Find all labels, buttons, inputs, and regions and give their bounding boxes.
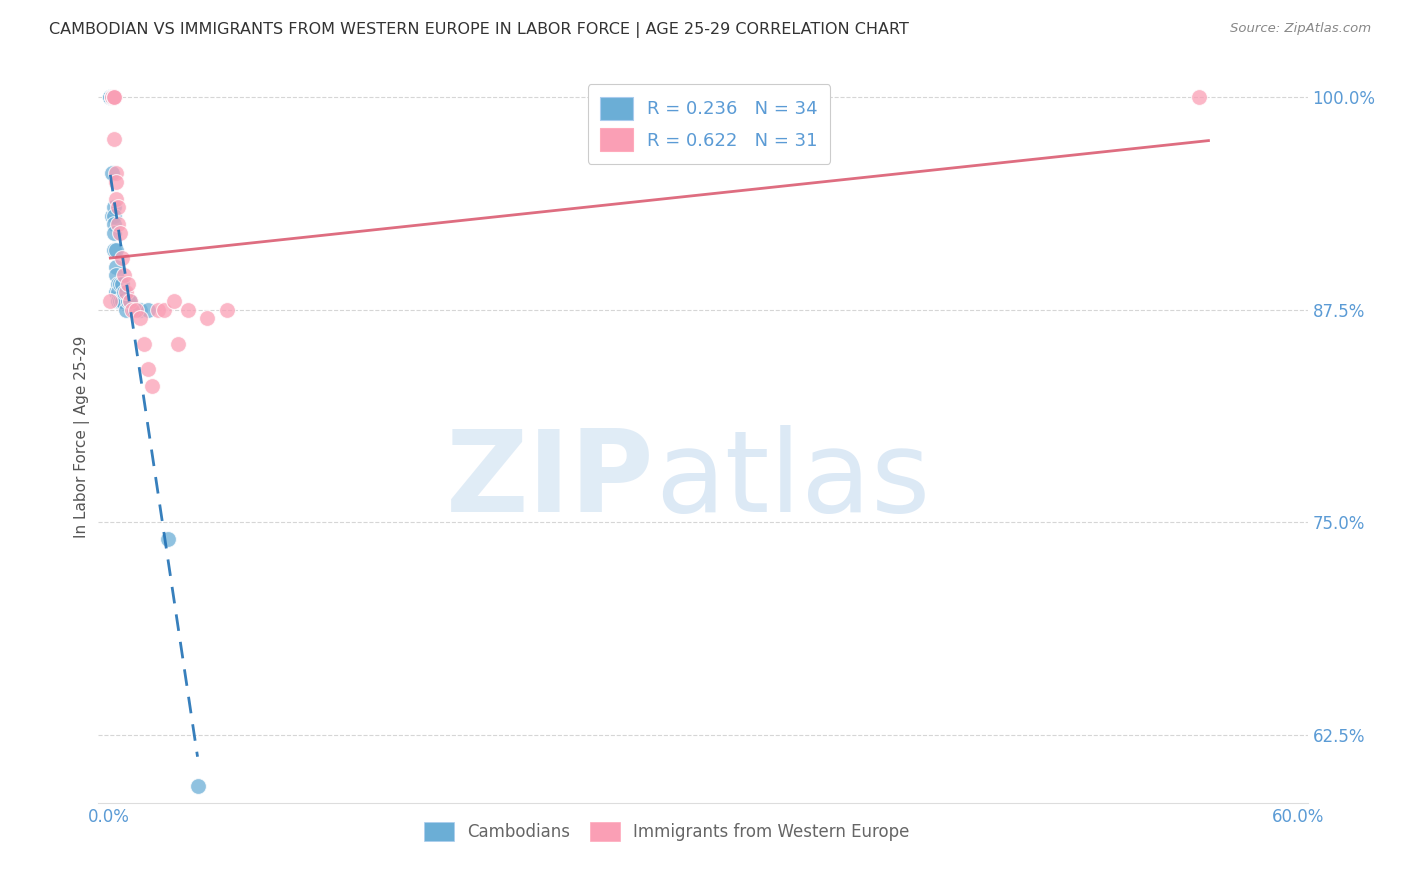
Point bbox=[146, 302, 169, 317]
Text: ZIP: ZIP bbox=[446, 425, 655, 536]
Point bbox=[111, 277, 134, 291]
Point bbox=[217, 302, 239, 317]
Point bbox=[117, 293, 139, 308]
Point bbox=[120, 293, 142, 308]
Point bbox=[103, 226, 125, 240]
Point bbox=[103, 201, 125, 215]
Point bbox=[107, 277, 129, 291]
Point bbox=[176, 302, 198, 317]
Legend: Cambodians, Immigrants from Western Europe: Cambodians, Immigrants from Western Euro… bbox=[415, 814, 918, 849]
Point bbox=[117, 277, 139, 291]
Point bbox=[105, 268, 128, 283]
Point bbox=[103, 218, 125, 232]
Point bbox=[110, 293, 132, 308]
Point bbox=[103, 90, 125, 104]
Point bbox=[105, 260, 128, 274]
Point bbox=[101, 90, 124, 104]
Point bbox=[107, 218, 129, 232]
Point bbox=[98, 90, 121, 104]
Point bbox=[136, 302, 159, 317]
Point bbox=[136, 362, 159, 376]
Point bbox=[107, 285, 129, 300]
Point bbox=[105, 192, 128, 206]
Point bbox=[115, 285, 138, 300]
Point bbox=[101, 90, 124, 104]
Point bbox=[122, 302, 145, 317]
Point bbox=[197, 311, 219, 326]
Point bbox=[186, 779, 208, 793]
Point bbox=[105, 285, 128, 300]
Point bbox=[101, 90, 124, 104]
Text: atlas: atlas bbox=[655, 425, 929, 536]
Point bbox=[120, 293, 142, 308]
Point bbox=[111, 293, 134, 308]
Point bbox=[110, 226, 132, 240]
Point bbox=[103, 90, 125, 104]
Text: CAMBODIAN VS IMMIGRANTS FROM WESTERN EUROPE IN LABOR FORCE | AGE 25-29 CORRELATI: CAMBODIAN VS IMMIGRANTS FROM WESTERN EUR… bbox=[49, 22, 910, 38]
Point bbox=[103, 209, 125, 223]
Point bbox=[156, 532, 179, 546]
Point bbox=[101, 90, 124, 104]
Point bbox=[98, 90, 121, 104]
Y-axis label: In Labor Force | Age 25-29: In Labor Force | Age 25-29 bbox=[75, 336, 90, 538]
Text: Source: ZipAtlas.com: Source: ZipAtlas.com bbox=[1230, 22, 1371, 36]
Point bbox=[112, 268, 135, 283]
Point bbox=[132, 336, 155, 351]
Point bbox=[98, 293, 121, 308]
Point bbox=[163, 293, 186, 308]
Point bbox=[107, 293, 129, 308]
Point bbox=[101, 166, 124, 180]
Point bbox=[107, 201, 129, 215]
Point bbox=[129, 311, 152, 326]
Point bbox=[98, 90, 121, 104]
Point bbox=[129, 302, 152, 317]
Point bbox=[101, 90, 124, 104]
Point bbox=[141, 379, 163, 393]
Point bbox=[153, 302, 176, 317]
Point bbox=[105, 175, 128, 189]
Point bbox=[103, 132, 125, 146]
Point bbox=[111, 252, 134, 266]
Point bbox=[125, 302, 148, 317]
Point bbox=[103, 90, 125, 104]
Point bbox=[105, 243, 128, 257]
Point bbox=[1187, 90, 1209, 104]
Point bbox=[121, 302, 143, 317]
Point bbox=[115, 302, 138, 317]
Point bbox=[110, 277, 132, 291]
Point bbox=[112, 285, 135, 300]
Point bbox=[103, 243, 125, 257]
Point bbox=[101, 209, 124, 223]
Point bbox=[105, 166, 128, 180]
Point bbox=[166, 336, 188, 351]
